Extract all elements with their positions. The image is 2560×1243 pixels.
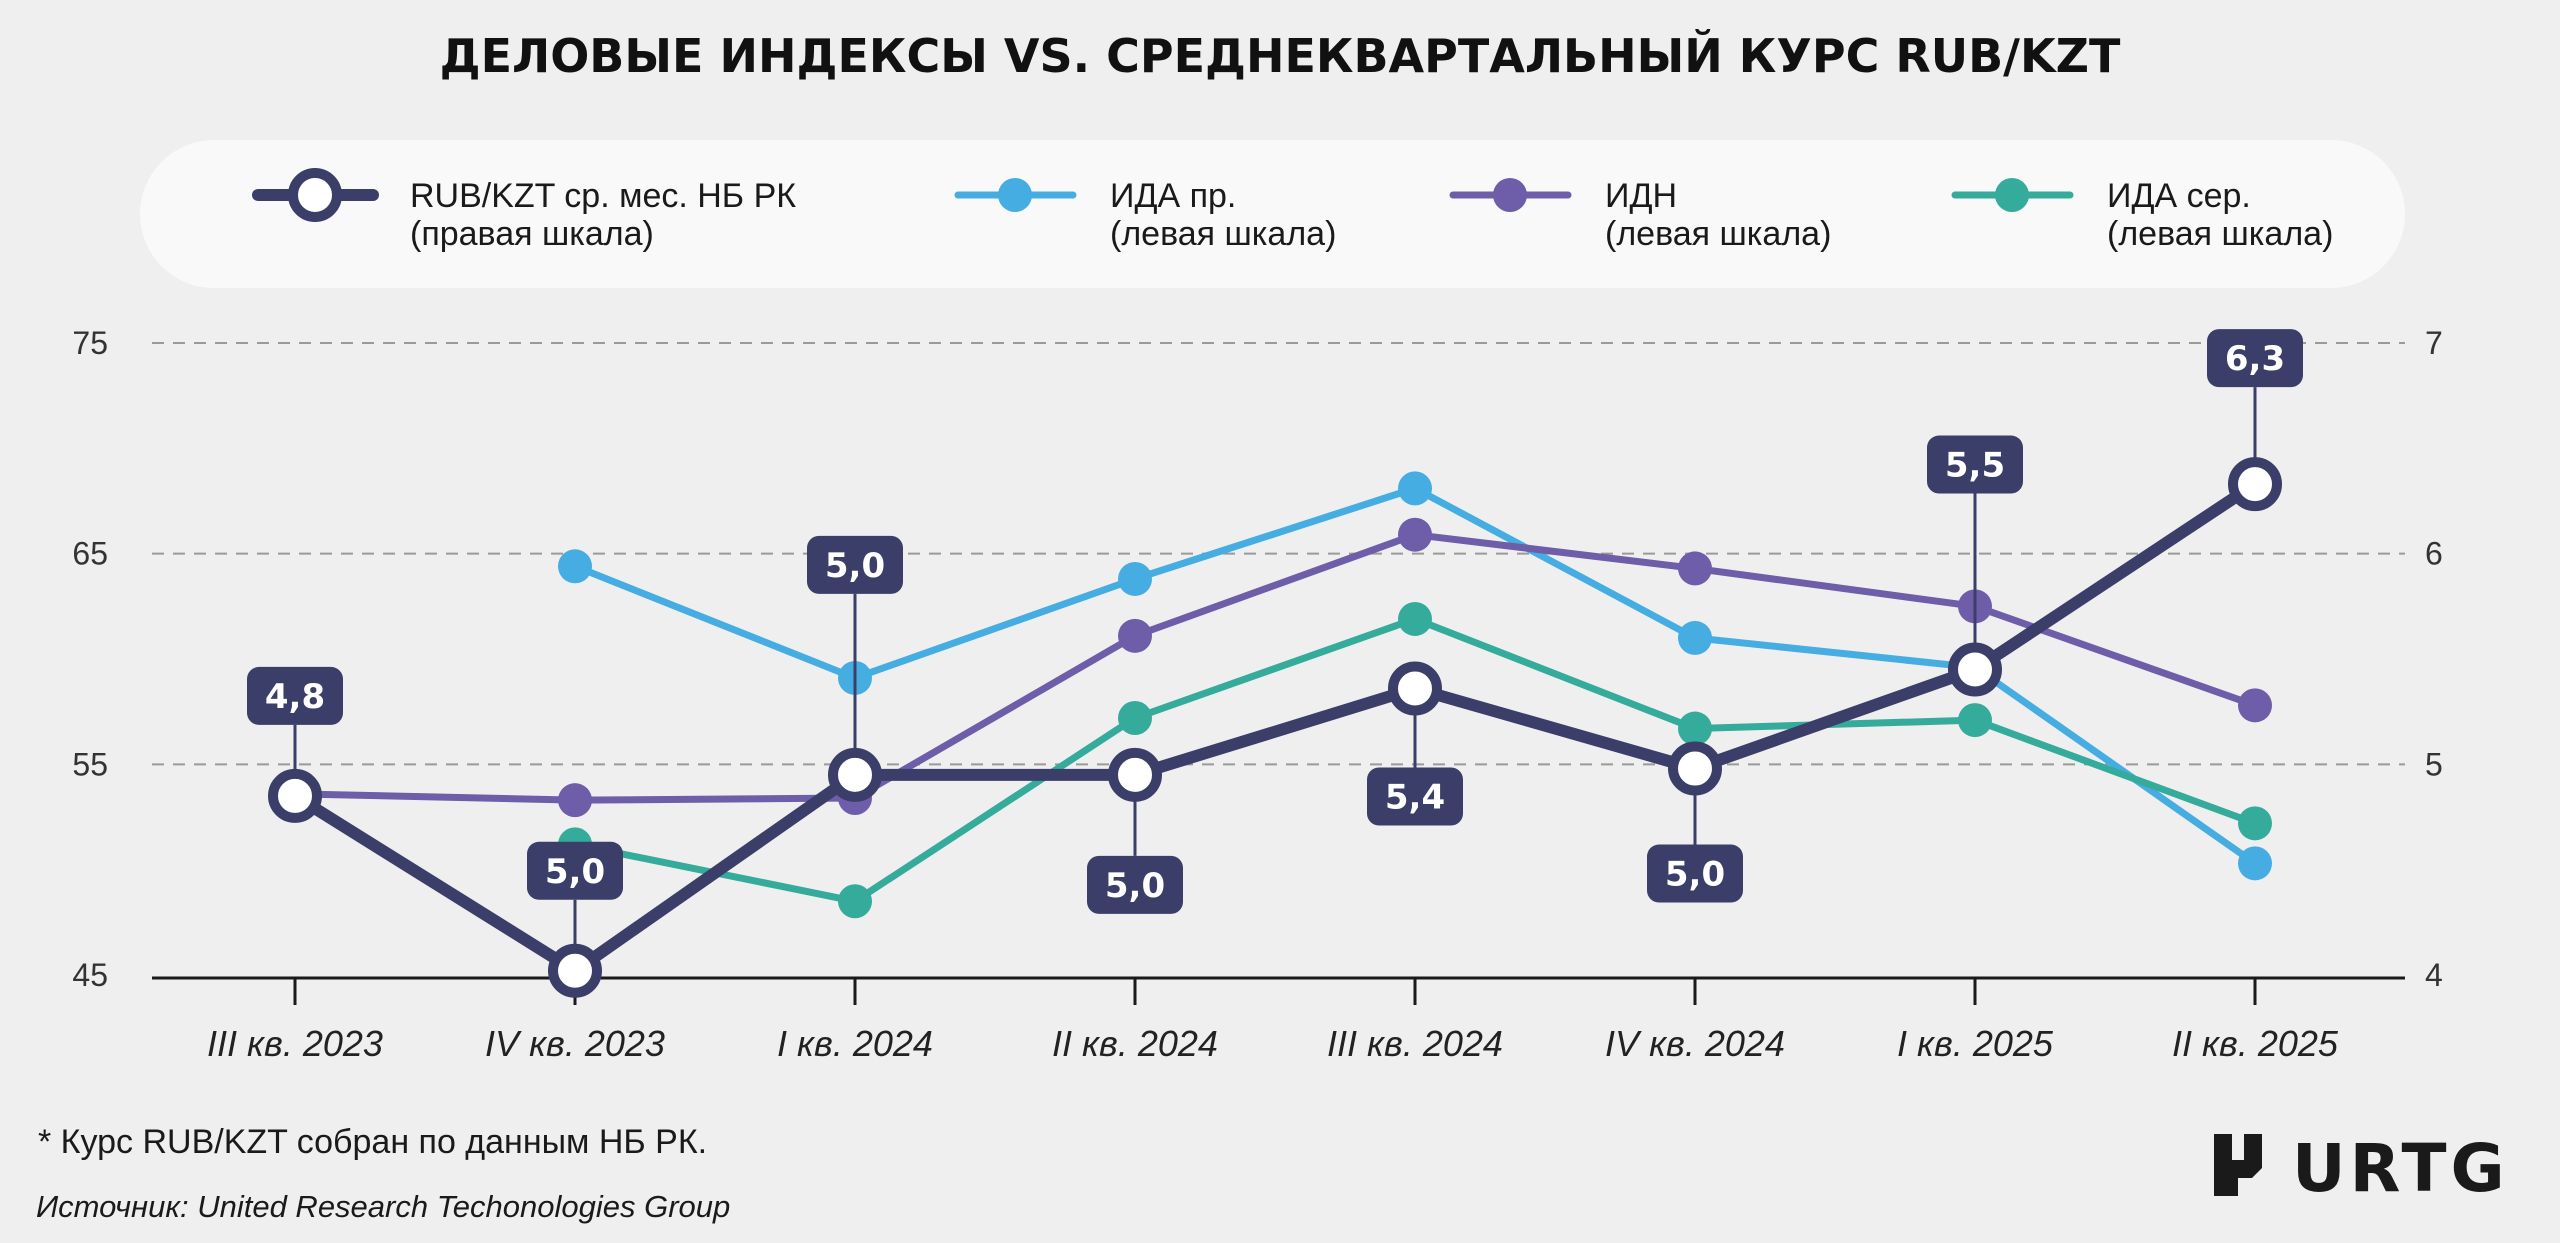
y-left-tick-label: 65 (72, 536, 108, 572)
legend-swatch-marker (998, 178, 1032, 212)
data-labels: 4,8 5,0 5,0 5,0 5,4 5,0 5,5 6,3 (247, 329, 2303, 947)
logo-mark-icon (2214, 1134, 2262, 1196)
y-right-tick-label: 5 (2425, 746, 2443, 782)
x-tick-label: I кв. 2024 (777, 1023, 933, 1064)
data-label: 5,4 (1385, 777, 1445, 817)
legend-sublabel: (левая шкала) (1605, 215, 1831, 253)
data-label-box (1087, 855, 1183, 914)
legend-item-rub_kzt: RUB/KZT ср. мес. НБ РК(правая шкала) (252, 168, 796, 253)
y-right-tick-label: 6 (2425, 536, 2443, 572)
legend-swatch-marker (288, 168, 342, 222)
data-point-rub_kzt (2228, 457, 2282, 512)
x-tick-label: II кв. 2025 (2172, 1023, 2339, 1064)
y-left-tick-label: 55 (72, 746, 108, 782)
data-point-ida_ser (2238, 806, 2272, 841)
data-label: 5,0 (545, 852, 605, 892)
chart-title: ДЕЛОВЫЕ ИНДЕКСЫ VS. СРЕДНЕКВАРТАЛЬНЫЙ КУ… (440, 29, 2121, 83)
data-point-rub_kzt (268, 768, 322, 823)
x-tick-label: III кв. 2023 (207, 1023, 383, 1064)
data-point-idn (1678, 551, 1712, 586)
legend-swatch-marker (1995, 178, 2029, 212)
data-point-ida_ser (1398, 601, 1432, 636)
x-axis: III кв. 2023 IV кв. 2023 I кв. 2024 II кв. … (152, 976, 2405, 1064)
y-right-tick-label: 4 (2425, 957, 2443, 993)
source-note: Источник: United Research Techonologies … (36, 1189, 730, 1224)
data-label-box (2207, 329, 2303, 388)
data-label-box (807, 535, 903, 594)
data-point-ida_ser (1678, 711, 1712, 746)
data-label: 5,0 (825, 546, 885, 586)
legend-label: ИДА сер. (2107, 177, 2251, 215)
data-point-rub_kzt (1948, 642, 2002, 697)
data-label: 4,8 (265, 677, 325, 717)
data-point-ida_pr (1118, 561, 1152, 596)
data-point-rub_kzt (548, 943, 602, 998)
data-point-rub_kzt (1388, 661, 1442, 716)
data-point-ida_pr (1678, 620, 1712, 655)
data-point-rub_kzt (1108, 747, 1162, 802)
legend-sublabel: (правая шкала) (410, 215, 654, 253)
data-point-rub_kzt (1668, 741, 1722, 796)
data-label: 5,0 (1665, 855, 1725, 895)
y-left-tick-label: 45 (72, 957, 108, 993)
data-label: 6,3 (2225, 339, 2285, 379)
data-point-idn (558, 783, 592, 818)
data-label: 5,0 (1105, 866, 1165, 906)
gridlines (152, 342, 2405, 766)
legend-items: RUB/KZT ср. мес. НБ РК(правая шкала) ИДА … (252, 168, 2333, 253)
legend-item-ida_pr: ИДА пр.(левая шкала) (954, 177, 1336, 253)
legend: RUB/KZT ср. мес. НБ РК(правая шкала) ИДА … (140, 140, 2405, 288)
data-label-box (1927, 435, 2023, 494)
data-point-idn (2238, 688, 2272, 723)
logo-text: URTG (2292, 1130, 2509, 1207)
x-tick-label: I кв. 2025 (1897, 1023, 2054, 1064)
data-point-ida_ser (1118, 700, 1152, 735)
data-point-ida_pr (558, 549, 592, 584)
x-tick-label: IV кв. 2024 (1605, 1023, 1785, 1064)
footnote: * Курс RUB/KZT собран по данным НБ РК. (38, 1123, 707, 1161)
x-tick-label: IV кв. 2023 (485, 1023, 665, 1064)
y-left-tick-label: 75 (72, 325, 108, 361)
x-tick-label: II кв. 2024 (1052, 1023, 1218, 1064)
data-point-ida_ser (838, 884, 872, 919)
legend-sublabel: (левая шкала) (1110, 215, 1336, 253)
legend-label: RUB/KZT ср. мес. НБ РК (410, 177, 796, 215)
data-point-ida_pr (1398, 471, 1432, 506)
data-point-ida_ser (1958, 703, 1992, 738)
data-label-box (247, 666, 343, 725)
data-point-rub_kzt (828, 747, 882, 802)
data-point-idn (1118, 618, 1152, 653)
series-line-idn (291, 531, 2259, 804)
legend-box (140, 140, 2405, 288)
legend-label: ИДА пр. (1110, 177, 1236, 215)
series-line-rub_kzt (289, 478, 2261, 977)
data-label: 5,5 (1945, 446, 2005, 486)
data-point-ida_pr (2238, 846, 2272, 881)
legend-label: ИДН (1605, 177, 1677, 215)
y-axis-right: 4 5 6 7 (2425, 325, 2443, 993)
data-point-idn (1398, 517, 1432, 552)
legend-swatch-marker (1493, 178, 1527, 212)
urtg-logo: URTG (2214, 1130, 2509, 1207)
legend-sublabel: (левая шкала) (2107, 215, 2333, 253)
data-label-box (1647, 844, 1743, 903)
y-right-tick-label: 7 (2425, 325, 2443, 361)
series-points (268, 457, 2282, 998)
x-tick-label: III кв. 2024 (1327, 1023, 1503, 1064)
legend-item-ida_ser: ИДА сер.(левая шкала) (1951, 177, 2333, 253)
legend-item-idn: ИДН(левая шкала) (1449, 177, 1831, 253)
data-label-box (527, 841, 623, 900)
data-label-box (1367, 767, 1463, 826)
y-axis-left: 45 55 65 75 (72, 325, 108, 993)
